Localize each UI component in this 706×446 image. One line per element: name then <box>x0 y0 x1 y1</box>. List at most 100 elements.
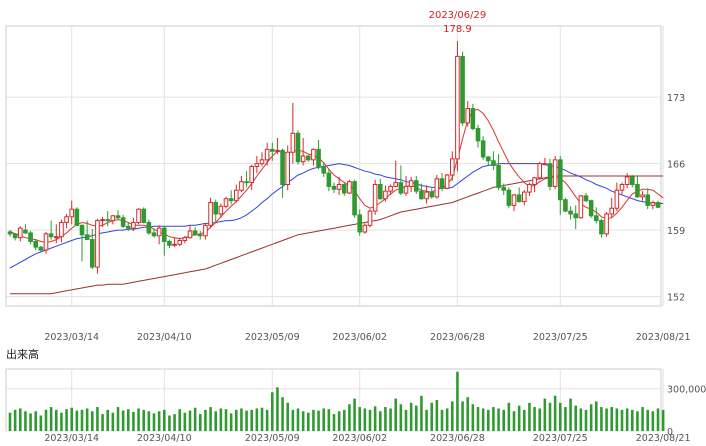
volume-bar <box>337 411 341 431</box>
candle-body <box>583 195 589 202</box>
candle-body <box>552 159 558 187</box>
candle-body <box>614 189 620 209</box>
candle-body <box>362 224 368 233</box>
volume-bar <box>312 409 315 431</box>
candle-body <box>491 160 496 167</box>
volume-bar <box>55 409 58 431</box>
volume-bar <box>29 413 32 431</box>
candle-body <box>537 163 543 179</box>
candle <box>521 190 527 206</box>
candle <box>552 156 558 190</box>
candle <box>516 187 522 203</box>
candle-body <box>43 233 49 251</box>
candle-body <box>197 234 203 237</box>
volume-bar <box>235 409 238 431</box>
candle-body <box>69 208 75 218</box>
candle-body <box>588 200 594 217</box>
volume-bar <box>296 408 300 431</box>
volume-bar <box>85 408 89 431</box>
volume-x-tick-label: 2023/08/21 <box>636 433 691 444</box>
candle-body <box>79 224 85 236</box>
candle <box>228 190 234 205</box>
volume-bar <box>584 409 588 431</box>
candle <box>537 161 543 180</box>
volume-bars <box>8 371 665 431</box>
candle-body <box>383 190 388 200</box>
volume-bar <box>188 410 192 431</box>
candle-body <box>506 189 512 206</box>
candle <box>470 103 476 131</box>
candle <box>557 156 563 215</box>
volume-bar <box>631 409 634 431</box>
volume-bar <box>281 397 284 431</box>
candle-body <box>141 208 147 223</box>
candle-body <box>208 202 213 226</box>
volume-bar <box>646 409 649 431</box>
candle <box>182 235 188 244</box>
volume-bar <box>224 409 228 431</box>
volume-bar <box>229 413 233 431</box>
volume-bar <box>389 408 392 431</box>
candle <box>419 183 424 200</box>
volume-bar <box>260 407 264 431</box>
volume-bar <box>44 409 48 431</box>
candle <box>146 219 152 235</box>
candle <box>367 209 373 228</box>
volume-bar <box>343 409 346 431</box>
candle <box>17 226 23 242</box>
candle-body <box>59 221 64 238</box>
volume-bar <box>487 409 490 431</box>
price-y-tick-label: 166 <box>667 160 685 171</box>
price-x-tick-label: 2023/04/10 <box>137 332 192 343</box>
candle-body <box>182 237 188 242</box>
candle-body <box>321 165 327 174</box>
price-plot-frame <box>5 25 662 307</box>
candle <box>74 207 80 227</box>
candle-body <box>593 215 599 222</box>
volume-bar <box>415 405 418 431</box>
volume-bar <box>379 411 382 431</box>
volume-bar <box>219 408 223 431</box>
volume-bar <box>373 406 377 431</box>
candle <box>449 151 455 181</box>
candle-body <box>372 184 378 212</box>
volume-x-tick-label: 2023/06/02 <box>332 433 387 444</box>
candle <box>64 213 69 229</box>
volume-bar <box>250 409 253 431</box>
volume-bar <box>19 408 22 431</box>
volume-x-tick-label: 2023/06/28 <box>430 433 485 444</box>
volume-bar <box>106 409 109 431</box>
candle-body <box>192 230 198 236</box>
candle <box>218 203 224 218</box>
candle <box>110 214 116 225</box>
candle <box>593 207 599 224</box>
volume-bar <box>476 407 480 431</box>
candle-body <box>475 128 481 142</box>
candle <box>105 211 111 227</box>
volume-bar <box>425 409 428 431</box>
price-x-tick-label: 2023/03/14 <box>44 332 99 343</box>
candle-body <box>7 231 13 235</box>
volume-bar <box>301 411 305 431</box>
volume-bar <box>322 408 325 431</box>
candle-body <box>115 215 121 219</box>
volume-bar <box>507 402 511 431</box>
candle <box>629 175 635 188</box>
volume-bar <box>199 414 202 431</box>
candle-body <box>429 191 435 198</box>
candle <box>141 207 147 224</box>
candle <box>532 176 537 193</box>
candle-body <box>264 148 270 161</box>
volume-bar <box>183 412 187 431</box>
candle <box>43 231 49 254</box>
volume-y-tick-label: 0 <box>667 427 673 438</box>
volume-bar <box>163 409 166 431</box>
candle-body <box>120 217 126 227</box>
volume-y-axis: 300,000 0 <box>667 385 706 438</box>
candle-body <box>305 155 311 161</box>
price-y-axis: 173 166 159 152 <box>667 93 685 303</box>
candle <box>259 152 265 167</box>
volume-bar <box>538 408 541 431</box>
candle-body <box>619 184 625 191</box>
